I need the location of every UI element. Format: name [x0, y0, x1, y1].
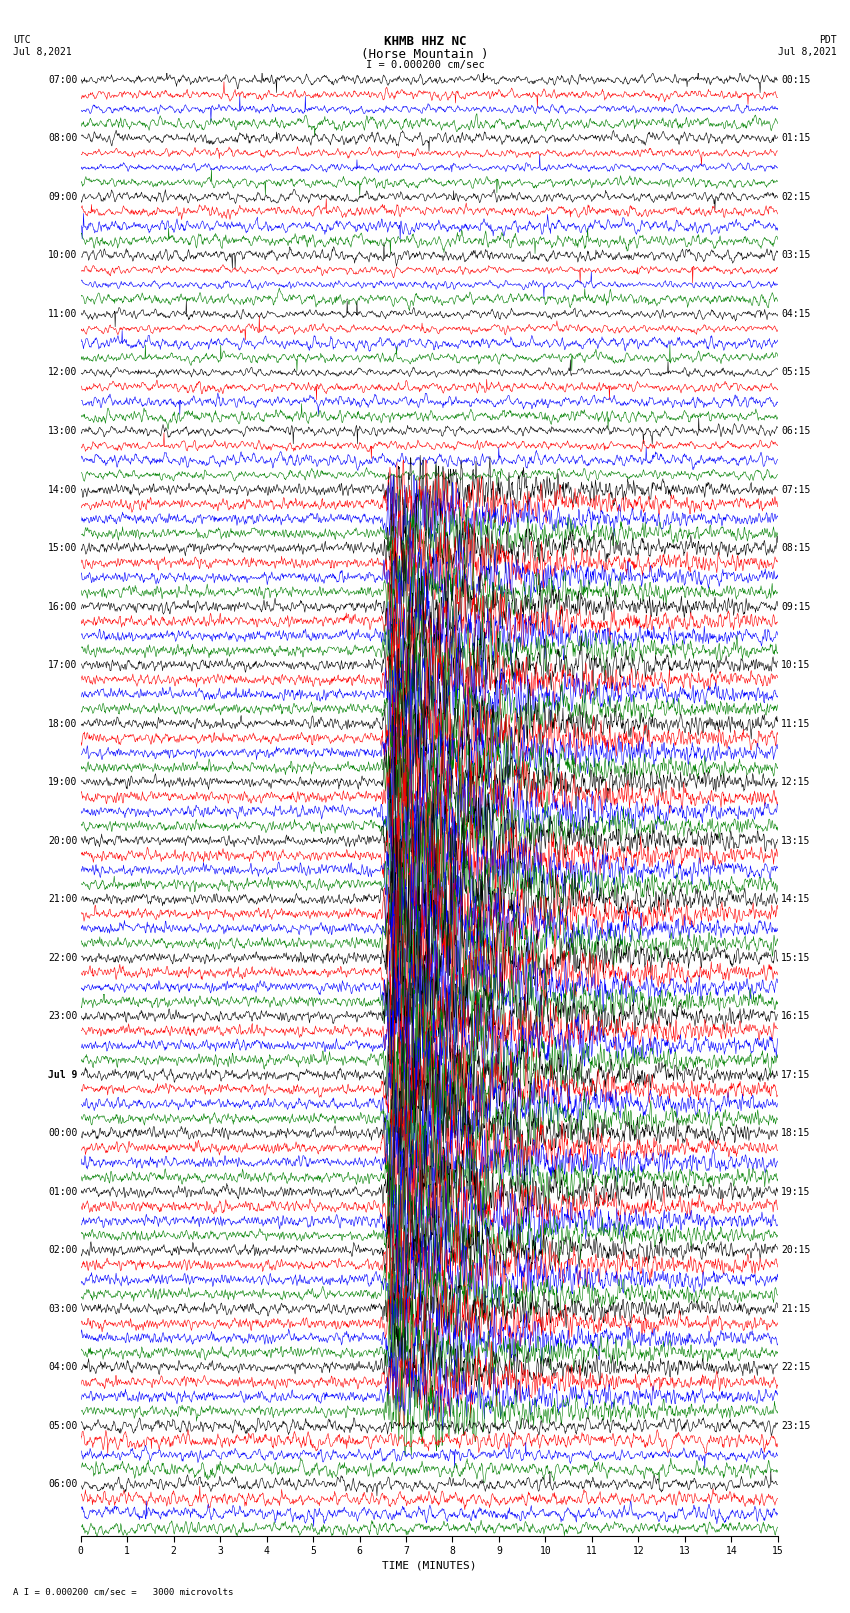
Text: 11:15: 11:15: [781, 719, 811, 729]
Text: A I = 0.000200 cm/sec =   3000 microvolts: A I = 0.000200 cm/sec = 3000 microvolts: [13, 1587, 233, 1597]
Text: 00:15: 00:15: [781, 74, 811, 85]
Text: 02:00: 02:00: [48, 1245, 77, 1255]
Text: 17:15: 17:15: [781, 1069, 811, 1079]
Text: UTC: UTC: [13, 35, 31, 45]
Text: (Horse Mountain ): (Horse Mountain ): [361, 48, 489, 61]
Text: 09:15: 09:15: [781, 602, 811, 611]
Text: 21:00: 21:00: [48, 894, 77, 905]
Text: Jul 9: Jul 9: [48, 1069, 77, 1079]
Text: 20:15: 20:15: [781, 1245, 811, 1255]
Text: 18:00: 18:00: [48, 719, 77, 729]
Text: 11:00: 11:00: [48, 310, 77, 319]
Text: 18:15: 18:15: [781, 1127, 811, 1139]
Text: 08:00: 08:00: [48, 134, 77, 144]
Text: 09:00: 09:00: [48, 192, 77, 202]
Text: 22:15: 22:15: [781, 1363, 811, 1373]
Text: KHMB HHZ NC: KHMB HHZ NC: [383, 35, 467, 48]
Text: 10:00: 10:00: [48, 250, 77, 260]
Text: 07:00: 07:00: [48, 74, 77, 85]
Text: 05:00: 05:00: [48, 1421, 77, 1431]
Text: 19:15: 19:15: [781, 1187, 811, 1197]
Text: 17:00: 17:00: [48, 660, 77, 669]
Text: 04:00: 04:00: [48, 1363, 77, 1373]
Text: 15:00: 15:00: [48, 544, 77, 553]
Text: 01:00: 01:00: [48, 1187, 77, 1197]
Text: 19:00: 19:00: [48, 777, 77, 787]
Text: 15:15: 15:15: [781, 953, 811, 963]
Text: 03:15: 03:15: [781, 250, 811, 260]
Text: 13:15: 13:15: [781, 836, 811, 845]
X-axis label: TIME (MINUTES): TIME (MINUTES): [382, 1560, 477, 1569]
Text: 00:00: 00:00: [48, 1127, 77, 1139]
Text: 04:15: 04:15: [781, 310, 811, 319]
Text: 08:15: 08:15: [781, 544, 811, 553]
Text: 23:00: 23:00: [48, 1011, 77, 1021]
Text: 14:15: 14:15: [781, 894, 811, 905]
Text: I = 0.000200 cm/sec: I = 0.000200 cm/sec: [366, 60, 484, 69]
Text: 10:15: 10:15: [781, 660, 811, 669]
Text: 21:15: 21:15: [781, 1303, 811, 1315]
Text: 07:15: 07:15: [781, 484, 811, 495]
Text: 01:15: 01:15: [781, 134, 811, 144]
Text: 16:15: 16:15: [781, 1011, 811, 1021]
Text: 06:15: 06:15: [781, 426, 811, 436]
Text: 02:15: 02:15: [781, 192, 811, 202]
Text: 22:00: 22:00: [48, 953, 77, 963]
Text: Jul 8,2021: Jul 8,2021: [779, 47, 837, 56]
Text: 14:00: 14:00: [48, 484, 77, 495]
Text: 23:15: 23:15: [781, 1421, 811, 1431]
Text: 05:15: 05:15: [781, 368, 811, 377]
Text: Jul 8,2021: Jul 8,2021: [13, 47, 71, 56]
Text: 13:00: 13:00: [48, 426, 77, 436]
Text: 16:00: 16:00: [48, 602, 77, 611]
Text: 20:00: 20:00: [48, 836, 77, 845]
Text: 06:00: 06:00: [48, 1479, 77, 1489]
Text: PDT: PDT: [819, 35, 837, 45]
Text: 03:00: 03:00: [48, 1303, 77, 1315]
Text: 12:15: 12:15: [781, 777, 811, 787]
Text: 12:00: 12:00: [48, 368, 77, 377]
